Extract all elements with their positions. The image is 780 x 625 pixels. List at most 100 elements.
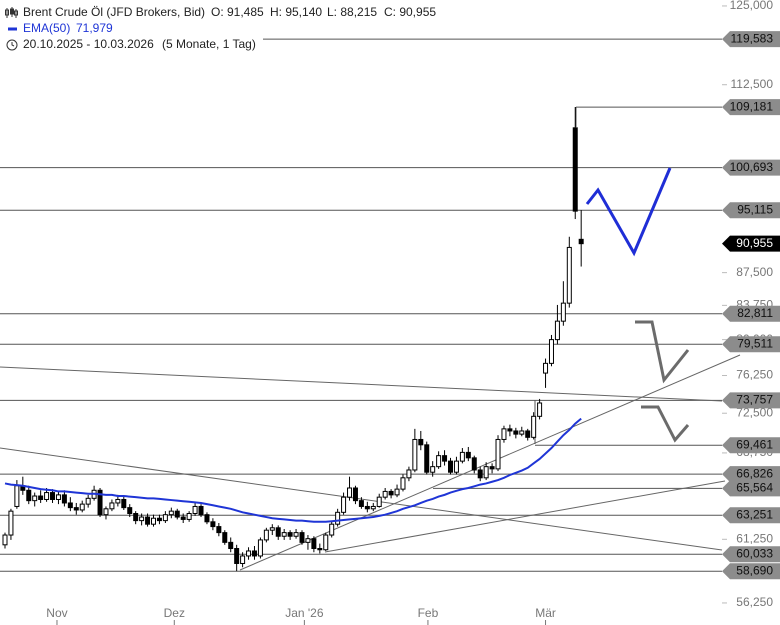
candle-body: [400, 477, 406, 490]
level-label: 66,826: [736, 466, 773, 480]
candle-body: [216, 526, 222, 534]
candle-body: [323, 534, 329, 551]
ohlc-legend: O: 91,485: [211, 5, 264, 19]
ohlc-legend: H: 95,140: [270, 5, 322, 19]
candle-body: [50, 492, 56, 500]
ema-line: [4, 417, 582, 523]
candle-body: [204, 514, 210, 523]
candle-body: [424, 444, 430, 473]
candle-body: [566, 246, 572, 304]
candle-body: [418, 438, 424, 446]
candle-body: [133, 513, 139, 522]
level-label: 100,693: [730, 160, 774, 174]
trend-line: [239, 354, 741, 571]
candle-body: [489, 466, 495, 470]
candle-body: [8, 510, 14, 536]
candle-body: [192, 505, 198, 515]
candle-body: [168, 510, 174, 516]
candle-body: [513, 430, 519, 435]
candle-body: [507, 428, 513, 432]
candle-body: [127, 507, 133, 515]
candle-body: [263, 529, 269, 541]
candle-body: [537, 402, 543, 417]
candle-body: [358, 500, 364, 507]
candle-body: [85, 497, 91, 505]
label-layer: 119,583 109,181 100,693 95,115 82,811 79,511 7…: [722, 31, 780, 580]
x-tick-label: Mär: [535, 606, 556, 620]
candle-body: [406, 469, 412, 479]
level-label-box: [722, 392, 780, 409]
x-tick-label: Feb: [418, 606, 439, 620]
date-range: 20.10.2025 - 10.03.2026: [23, 37, 154, 51]
level-label-box: [722, 437, 780, 454]
candle-body: [370, 505, 376, 510]
level-label-box: [722, 159, 780, 176]
candle-body: [560, 302, 566, 322]
candle-body: [453, 460, 459, 473]
y-tick-label: 61,250: [736, 531, 773, 545]
candle-body: [186, 513, 192, 520]
y-tick-label: 112,500: [731, 77, 774, 91]
legend-label: EMA(50): [23, 21, 70, 35]
clock-icon: [11, 42, 15, 47]
y-tick-label: 56,250: [736, 595, 773, 609]
candle-body: [234, 548, 240, 564]
candle-body: [448, 460, 453, 473]
candle-body: [2, 534, 8, 546]
ohlc-legend: L: 88,215: [327, 5, 377, 19]
candle-body: [299, 532, 305, 543]
candle-body: [44, 492, 50, 500]
candle-body: [459, 451, 465, 462]
candle-body: [156, 517, 162, 522]
candle-body: [465, 451, 471, 459]
level-label-box: [722, 546, 780, 563]
level-label: 109,181: [730, 99, 774, 113]
candle-body: [376, 496, 382, 507]
trend-line: [0, 366, 723, 402]
y-tick-label: 125,000: [730, 0, 774, 12]
candle-body: [347, 487, 353, 498]
level-label-box: [722, 202, 780, 219]
candle-body: [442, 455, 448, 462]
level-label-box: [722, 336, 780, 353]
candle-body: [554, 320, 560, 341]
price-label-box: [722, 235, 780, 252]
candle-body: [115, 498, 121, 504]
candle-body: [525, 430, 531, 438]
candle-body: [97, 489, 103, 516]
candle-body: [531, 415, 537, 438]
candle-body: [257, 539, 263, 557]
level-label-box: [722, 466, 780, 483]
candle-body: [67, 502, 73, 509]
level-label: 95,115: [737, 202, 773, 216]
candle-body: [364, 505, 370, 510]
candle-body: [388, 490, 394, 496]
candle-body: [341, 496, 347, 513]
candle-body: [412, 438, 418, 471]
candle-body: [501, 428, 507, 440]
candle-icon: [5, 7, 18, 18]
candle-body: [352, 487, 358, 502]
candle-body: [180, 516, 186, 520]
candle-body: [222, 532, 228, 543]
level-label-box: [722, 480, 780, 497]
projection-arrow: [585, 167, 672, 257]
candle-body: [246, 550, 252, 557]
candle-body: [55, 494, 61, 500]
level-label: 58,690: [736, 563, 773, 577]
candle-body: [430, 466, 436, 473]
candle-body: [335, 511, 341, 525]
candle-body: [162, 514, 168, 522]
period: (5 Monate, 1 Tag): [162, 37, 256, 51]
candle-body: [495, 438, 501, 470]
level-label-box: [722, 563, 780, 580]
level-label-box: [722, 507, 780, 524]
candle-body: [483, 466, 489, 479]
projection-arrow: [641, 405, 690, 443]
chart-title: Brent Crude Öl (JFD Brokers, Bid): [23, 5, 205, 19]
candle-body: [543, 362, 549, 374]
x-tick-label: Dez: [164, 606, 185, 620]
